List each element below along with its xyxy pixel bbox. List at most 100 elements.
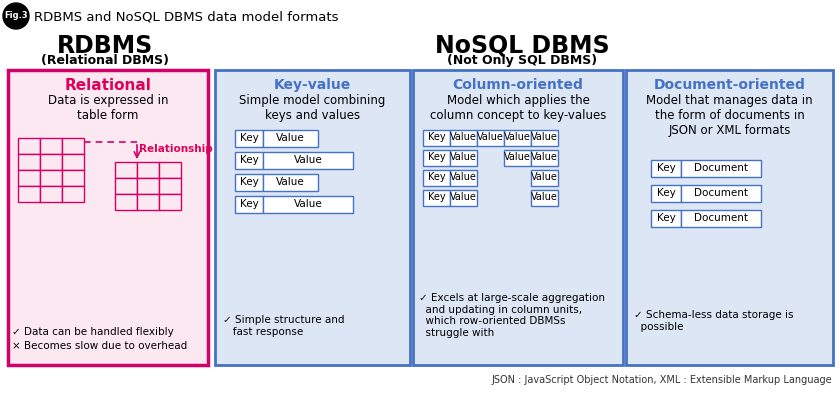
Text: Key-value: Key-value: [274, 78, 351, 92]
Text: (Not Only SQL DBMS): (Not Only SQL DBMS): [447, 54, 597, 67]
FancyBboxPatch shape: [40, 170, 62, 186]
Text: ✓ Data can be handled flexibly: ✓ Data can be handled flexibly: [12, 327, 174, 337]
FancyBboxPatch shape: [450, 190, 477, 206]
FancyBboxPatch shape: [263, 152, 353, 169]
Text: Key: Key: [657, 188, 675, 198]
Text: ✓ Simple structure and
   fast response: ✓ Simple structure and fast response: [223, 315, 344, 336]
Text: Value: Value: [477, 132, 504, 142]
FancyBboxPatch shape: [159, 162, 181, 178]
FancyBboxPatch shape: [18, 170, 40, 186]
Text: Value: Value: [504, 152, 531, 162]
Text: ✓ Excels at large-scale aggregation
  and updating in column units,
  which row-: ✓ Excels at large-scale aggregation and …: [419, 293, 605, 338]
FancyBboxPatch shape: [531, 170, 558, 186]
Text: JSON : JavaScript Object Notation, XML : Extensible Markup Language: JSON : JavaScript Object Notation, XML :…: [491, 375, 832, 385]
FancyBboxPatch shape: [263, 130, 318, 147]
Text: Key: Key: [239, 199, 259, 209]
Text: ✓ Schema-less data storage is
  possible: ✓ Schema-less data storage is possible: [634, 310, 794, 332]
Text: Key: Key: [657, 213, 675, 223]
FancyBboxPatch shape: [651, 160, 681, 177]
FancyBboxPatch shape: [531, 190, 558, 206]
FancyBboxPatch shape: [450, 150, 477, 166]
Text: × Becomes slow due to overhead: × Becomes slow due to overhead: [12, 341, 187, 351]
FancyBboxPatch shape: [450, 170, 477, 186]
Text: Key: Key: [428, 172, 445, 182]
Text: Key: Key: [428, 192, 445, 202]
FancyBboxPatch shape: [531, 150, 558, 166]
Text: Model which applies the
column concept to key-values: Model which applies the column concept t…: [430, 94, 606, 122]
Text: Key: Key: [428, 132, 445, 142]
Text: Document: Document: [694, 163, 748, 173]
FancyBboxPatch shape: [62, 186, 84, 202]
FancyBboxPatch shape: [235, 174, 263, 191]
FancyBboxPatch shape: [159, 178, 181, 194]
FancyBboxPatch shape: [504, 130, 531, 146]
FancyBboxPatch shape: [18, 186, 40, 202]
Text: Value: Value: [531, 132, 558, 142]
Text: Value: Value: [294, 199, 323, 209]
Text: Relationship: Relationship: [139, 144, 213, 154]
FancyBboxPatch shape: [115, 162, 137, 178]
FancyBboxPatch shape: [137, 178, 159, 194]
FancyBboxPatch shape: [423, 150, 450, 166]
Text: Value: Value: [450, 192, 477, 202]
Text: Value: Value: [294, 155, 323, 165]
Text: Value: Value: [276, 133, 305, 143]
Text: Value: Value: [276, 177, 305, 187]
FancyBboxPatch shape: [477, 130, 504, 146]
Text: Key: Key: [239, 155, 259, 165]
Text: Key: Key: [239, 177, 259, 187]
FancyBboxPatch shape: [235, 130, 263, 147]
FancyBboxPatch shape: [681, 210, 761, 227]
Text: Simple model combining
keys and values: Simple model combining keys and values: [239, 94, 386, 122]
FancyBboxPatch shape: [40, 138, 62, 154]
FancyBboxPatch shape: [626, 70, 833, 365]
FancyBboxPatch shape: [62, 170, 84, 186]
FancyBboxPatch shape: [235, 196, 263, 213]
Text: Relational: Relational: [65, 78, 151, 93]
FancyBboxPatch shape: [235, 152, 263, 169]
FancyBboxPatch shape: [18, 138, 40, 154]
Text: Value: Value: [531, 192, 558, 202]
FancyBboxPatch shape: [651, 185, 681, 202]
Text: Value: Value: [531, 172, 558, 182]
Text: Value: Value: [531, 152, 558, 162]
FancyBboxPatch shape: [413, 70, 623, 365]
Text: Data is expressed in
table form: Data is expressed in table form: [48, 94, 168, 122]
Text: RDBMS and NoSQL DBMS data model formats: RDBMS and NoSQL DBMS data model formats: [34, 10, 339, 23]
FancyBboxPatch shape: [40, 154, 62, 170]
FancyBboxPatch shape: [40, 186, 62, 202]
FancyBboxPatch shape: [423, 190, 450, 206]
Text: NoSQL DBMS: NoSQL DBMS: [434, 34, 609, 58]
FancyBboxPatch shape: [115, 178, 137, 194]
FancyBboxPatch shape: [115, 194, 137, 210]
Text: RDBMS: RDBMS: [57, 34, 153, 58]
FancyBboxPatch shape: [450, 130, 477, 146]
FancyBboxPatch shape: [8, 70, 208, 365]
Text: Key: Key: [239, 133, 259, 143]
Text: Document: Document: [694, 213, 748, 223]
Text: Key: Key: [657, 163, 675, 173]
FancyBboxPatch shape: [137, 194, 159, 210]
FancyBboxPatch shape: [159, 194, 181, 210]
Text: Document: Document: [694, 188, 748, 198]
Text: Value: Value: [504, 132, 531, 142]
FancyBboxPatch shape: [18, 154, 40, 170]
FancyBboxPatch shape: [531, 130, 558, 146]
Text: (Relational DBMS): (Relational DBMS): [41, 54, 169, 67]
FancyBboxPatch shape: [137, 162, 159, 178]
FancyBboxPatch shape: [681, 160, 761, 177]
FancyBboxPatch shape: [263, 174, 318, 191]
FancyBboxPatch shape: [651, 210, 681, 227]
Text: Fig.3: Fig.3: [4, 11, 28, 20]
Text: Model that manages data in
the form of documents in
JSON or XML formats: Model that manages data in the form of d…: [646, 94, 813, 137]
FancyBboxPatch shape: [62, 138, 84, 154]
FancyBboxPatch shape: [62, 154, 84, 170]
FancyBboxPatch shape: [423, 130, 450, 146]
FancyBboxPatch shape: [215, 70, 410, 365]
Text: Value: Value: [450, 152, 477, 162]
FancyBboxPatch shape: [504, 150, 531, 166]
Text: Value: Value: [450, 132, 477, 142]
FancyBboxPatch shape: [681, 185, 761, 202]
Circle shape: [3, 3, 29, 29]
Text: Column-oriented: Column-oriented: [453, 78, 584, 92]
